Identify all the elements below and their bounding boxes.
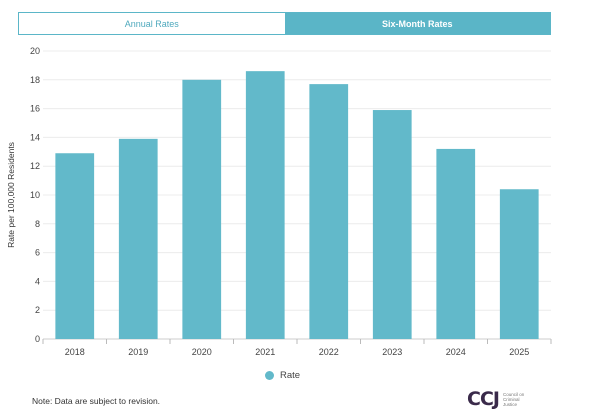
x-tick-label: 2025 — [509, 347, 529, 357]
bar-2018[interactable] — [55, 153, 95, 339]
bar-2022[interactable] — [309, 84, 349, 339]
tab-six-month-rates[interactable]: Six-Month Rates — [284, 13, 550, 34]
bar-2021[interactable] — [245, 71, 285, 339]
x-tick-label: 2019 — [128, 347, 148, 357]
x-tick-label: 2021 — [255, 347, 275, 357]
y-tick-label: 18 — [30, 75, 40, 85]
y-tick-label: 10 — [30, 190, 40, 200]
tab-annual-rates[interactable]: Annual Rates — [19, 13, 285, 34]
logo-text: Council on Criminal Justice — [502, 391, 525, 407]
bar-2025[interactable] — [499, 189, 539, 339]
y-axis-label: Rate per 100,000 Residents — [6, 142, 16, 248]
bar-2019[interactable] — [118, 138, 158, 339]
x-tick-label: 2024 — [446, 347, 466, 357]
y-tick-label: 0 — [35, 334, 40, 344]
legend-circle-icon — [265, 371, 274, 380]
y-tick-label: 8 — [35, 219, 40, 229]
ccj-logo: CCJ Council on Criminal Justice — [467, 388, 533, 410]
y-tick-label: 14 — [30, 132, 40, 142]
y-tick-label: 4 — [35, 276, 40, 286]
y-tick-label: 12 — [30, 161, 40, 171]
x-tick-label: 2022 — [319, 347, 339, 357]
bar-2023[interactable] — [372, 110, 412, 339]
logo-mark: CCJ — [467, 388, 500, 410]
bar-chart: 0 2 4 6 8 10 12 14 16 18 20 Rate per 100,000 Reside… — [6, 46, 552, 357]
rate-tabs: Annual Rates Six-Month Rates — [18, 12, 551, 35]
y-tick-label: 16 — [30, 104, 40, 114]
x-tick-label: 2018 — [65, 347, 85, 357]
bar-2020[interactable] — [182, 79, 222, 340]
legend-label: Rate — [280, 370, 301, 381]
x-tick-label: 2023 — [382, 347, 402, 357]
bar-2024[interactable] — [436, 148, 476, 339]
y-tick-label: 6 — [35, 248, 40, 258]
legend[interactable]: Rate — [265, 370, 300, 381]
x-tick-label: 2020 — [192, 347, 212, 357]
data-note: Note: Data are subject to revision. — [32, 396, 161, 406]
y-tick-label: 20 — [30, 46, 40, 56]
y-tick-label: 2 — [35, 305, 40, 315]
